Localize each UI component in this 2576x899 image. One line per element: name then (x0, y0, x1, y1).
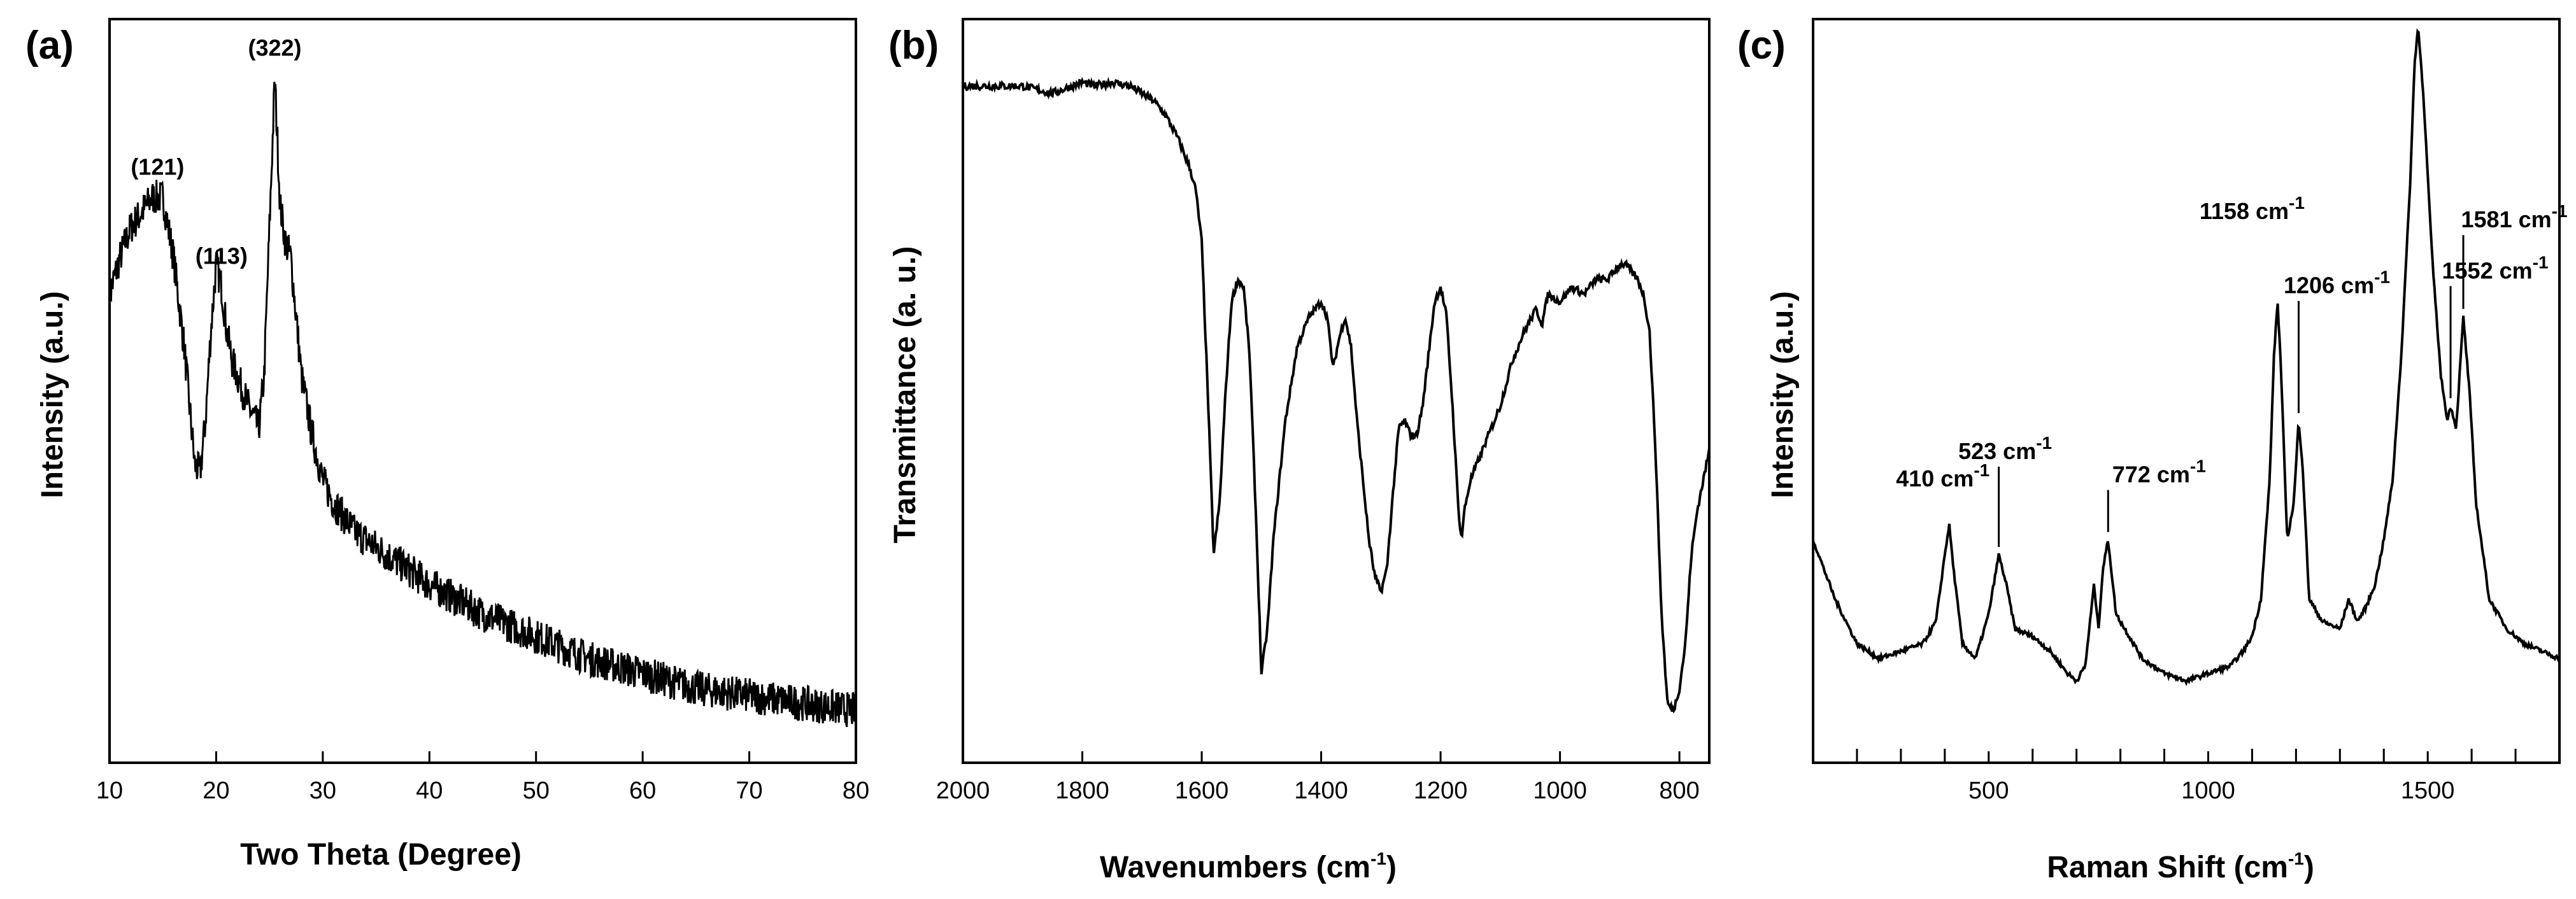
peak-annotation: 1206 cm-1 (2284, 267, 2390, 299)
peak-annotation: 1158 cm-1 (2200, 193, 2305, 224)
panel-b-letter: (b) (888, 24, 939, 67)
x-tick-label: 1200 (1414, 777, 1468, 804)
panel-b-x-axis-title-name: Wavenumbers (1100, 851, 1307, 884)
panel-c: (c) Intensity (a.u.) Raman Shift (cm-1) … (1737, 18, 2568, 884)
series-line-1 (108, 81, 857, 728)
panel-b: (b) Transmittance (a. u.) Wavenumbers (c… (888, 18, 1711, 884)
x-tick-label: 800 (1659, 777, 1699, 804)
x-tick-label: 10 (96, 777, 123, 804)
panel-b-x-axis-title-sup: -1 (1370, 849, 1386, 868)
panel-b-frame (962, 18, 1711, 764)
series-line-3 (1812, 28, 2561, 686)
x-tick-label: 30 (310, 777, 336, 804)
panel-c-y-axis-title: Intensity (a.u.) (1766, 291, 1800, 498)
peak-annotation: 410 cm-1 (1896, 460, 1989, 492)
x-tick-label: 1800 (1055, 777, 1109, 804)
panel-b-x-axis-title-unit: (cm (1316, 851, 1370, 884)
panel-b-x-axis-title-close: ) (1386, 851, 1397, 884)
x-tick-label: 20 (203, 777, 229, 804)
x-tick-label: 70 (736, 777, 762, 804)
panel-a-x-axis-title: Two Theta (Degree) (240, 838, 522, 872)
x-tick-label: 2000 (936, 777, 990, 804)
x-tick-label: 1500 (2401, 777, 2455, 804)
panel-a-y-axis-title: Intensity (a.u.) (36, 291, 69, 498)
panel-c-frame (1812, 18, 2561, 764)
panel-b-x-axis-title: Wavenumbers (cm-1) (1100, 849, 1397, 884)
x-tick-label: 60 (629, 777, 656, 804)
peak-annotation: (322) (248, 34, 301, 60)
panel-c-x-axis-title-sup: -1 (2288, 849, 2304, 868)
x-tick-label: 1600 (1175, 777, 1229, 804)
panel-a-frame (108, 18, 857, 764)
panel-a-letter: (a) (25, 24, 74, 67)
peak-annotation: 1581 cm-1 (2461, 201, 2568, 232)
x-tick-label: 80 (843, 777, 869, 804)
series-line-2 (962, 76, 1711, 714)
peak-annotation: 523 cm-1 (1958, 433, 2052, 464)
peak-annotation: (113) (196, 243, 248, 269)
x-tick-label: 1400 (1294, 777, 1348, 804)
panel-c-x-axis-title-close: ) (2304, 851, 2314, 884)
x-tick-label: 1000 (2181, 777, 2235, 804)
panel-c-x-axis-title: Raman Shift (cm-1) (2047, 849, 2314, 884)
panel-b-plot: 2000 1800 1600 1400 1200 1000 800 (936, 76, 1711, 804)
panel-b-y-axis-title: Transmittance (a. u.) (888, 246, 922, 544)
peak-annotation: (121) (131, 153, 184, 180)
x-tick-label: 1000 (1533, 777, 1587, 804)
peak-annotation: 772 cm-1 (2112, 457, 2206, 488)
panel-c-x-axis-title-name: Raman Shift (2047, 851, 2225, 884)
panel-c-x-axis-title-unit: (cm (2234, 851, 2288, 884)
x-tick-label: 40 (416, 777, 443, 804)
x-tick-label: 50 (523, 777, 550, 804)
panel-a: (a) Intensity (a.u.) Two Theta (Degree) … (25, 18, 869, 872)
panel-a-plot: 10 20 30 40 50 60 70 80 (121) (113) (322) (96, 34, 869, 804)
peak-annotation: 1552 cm-1 (2442, 252, 2549, 283)
x-tick-label: 500 (1968, 777, 2009, 804)
panel-c-letter: (c) (1737, 24, 1786, 67)
